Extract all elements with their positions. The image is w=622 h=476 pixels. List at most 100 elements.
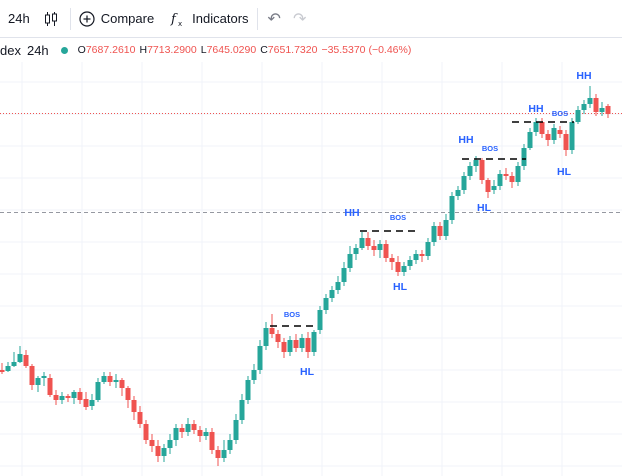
- candle-body: [587, 98, 593, 104]
- candle-body: [449, 196, 455, 220]
- candles-icon: [44, 11, 58, 27]
- candle-body: [179, 428, 185, 432]
- swing-label: HL: [393, 281, 408, 293]
- candle-body: [209, 432, 215, 450]
- bos-label: BOS: [284, 310, 300, 319]
- toolbar-divider: [256, 7, 258, 30]
- swing-label: HL: [557, 166, 572, 178]
- candle-body: [143, 424, 149, 440]
- candle-body: [71, 392, 77, 398]
- candle-body: [365, 238, 371, 246]
- swing-label: HL: [477, 202, 492, 214]
- candle-body: [407, 260, 413, 266]
- candle-body: [275, 334, 281, 342]
- candle-body: [257, 346, 263, 370]
- legend-interval: 24h: [26, 42, 49, 58]
- candle-body: [305, 338, 311, 352]
- candle-body: [107, 376, 113, 382]
- candle-body: [389, 258, 395, 262]
- candle-body: [551, 128, 557, 140]
- candle-body: [455, 190, 461, 196]
- candle-body: [569, 122, 575, 150]
- candle-body: [473, 160, 479, 166]
- indicators-button[interactable]: f x Indicators: [162, 0, 256, 37]
- candle-body: [491, 186, 497, 190]
- candle-body: [155, 446, 161, 456]
- candle-body: [17, 354, 23, 362]
- swing-label: HH: [458, 134, 473, 146]
- toolbar-divider: [69, 7, 71, 30]
- legend-symbol: dex: [0, 42, 21, 58]
- candle-body: [401, 266, 407, 272]
- function-icon: f x: [170, 11, 186, 27]
- candle-body: [539, 122, 545, 134]
- candle-body: [605, 106, 611, 114]
- compare-label: Compare: [100, 11, 155, 26]
- compare-button[interactable]: Compare: [71, 0, 162, 37]
- candle-body: [461, 176, 467, 190]
- candle-body: [11, 362, 17, 366]
- candle-body: [371, 246, 377, 250]
- candle-body: [125, 388, 131, 400]
- candle-body: [317, 310, 323, 330]
- candle-body: [557, 130, 563, 134]
- candle-body: [269, 328, 275, 334]
- candle-body: [89, 400, 95, 406]
- candle-body: [245, 380, 251, 400]
- candle-body: [563, 134, 569, 150]
- legend-change: −35.5370 (−0.46%): [321, 44, 412, 56]
- interval-button[interactable]: 24h: [0, 0, 38, 37]
- bos-label: BOS: [552, 109, 568, 118]
- candle-body: [23, 355, 29, 366]
- candle-body: [425, 242, 431, 256]
- candle-body: [263, 328, 269, 346]
- candle-body: [593, 98, 599, 112]
- candle-body: [497, 174, 503, 186]
- candle-body: [413, 254, 419, 260]
- candle-body: [431, 226, 437, 242]
- candle-body: [527, 132, 533, 148]
- candle-body: [347, 254, 353, 268]
- candle-body: [311, 332, 317, 352]
- candle-body: [293, 340, 299, 348]
- candle-body: [197, 430, 203, 436]
- legend-open: O7687.2610: [77, 44, 136, 56]
- top-toolbar: 24h Compare f x Indi: [0, 0, 622, 38]
- series-legend: dex 24h O7687.2610 H7713.2900 L7645.0290…: [0, 40, 622, 60]
- undo-icon: ↶: [267, 10, 281, 28]
- candle-body: [35, 378, 41, 385]
- market-status-dot: [60, 46, 68, 54]
- swing-label: HH: [576, 70, 591, 82]
- candle-body: [233, 420, 239, 440]
- candle-body: [137, 412, 143, 424]
- candle-body: [329, 290, 335, 298]
- indicators-label: Indicators: [192, 11, 249, 26]
- candle-body: [341, 268, 347, 282]
- candle-body: [599, 108, 605, 112]
- redo-button[interactable]: ↷: [287, 0, 312, 37]
- candle-body: [95, 382, 101, 400]
- candle-body: [533, 122, 539, 132]
- candle-body: [41, 376, 47, 378]
- candle-body: [227, 440, 233, 450]
- candle-body: [215, 450, 221, 458]
- candle-body: [281, 342, 287, 352]
- chart-type-button[interactable]: [38, 0, 70, 37]
- candle-body: [443, 220, 449, 236]
- candle-body: [503, 174, 509, 176]
- candle-body: [113, 380, 119, 382]
- candle-body: [545, 134, 551, 140]
- plus-circle-icon: [79, 10, 95, 27]
- bos-label: BOS: [390, 213, 406, 222]
- candle-body: [221, 450, 227, 458]
- candle-body: [83, 399, 89, 407]
- candle-body: [119, 380, 125, 388]
- candle-body: [419, 254, 425, 256]
- candle-body: [185, 424, 191, 432]
- undo-button[interactable]: ↶: [258, 0, 287, 37]
- candle-body: [131, 400, 137, 412]
- bos-label: BOS: [482, 144, 498, 153]
- candle-body: [191, 424, 197, 430]
- candle-body: [65, 396, 71, 398]
